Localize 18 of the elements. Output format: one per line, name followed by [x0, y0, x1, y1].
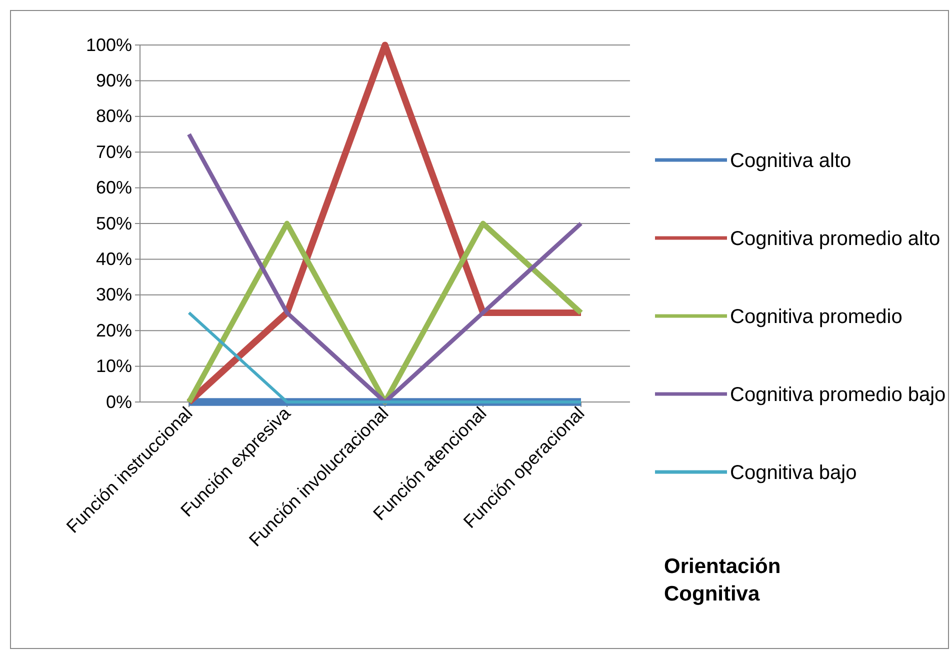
text: Orientación Cognitiva: [664, 555, 781, 606]
y-tick-label: 40%: [96, 248, 132, 269]
y-tick-label: 90%: [96, 70, 132, 90]
y-tick-label: 10%: [96, 356, 132, 376]
y-tick-label: 60%: [96, 178, 132, 198]
y-tick-label: 70%: [96, 142, 132, 162]
y-tick-label: 20%: [96, 320, 132, 340]
y-tick-label: 100%: [86, 34, 132, 55]
line-series: [186, 132, 584, 404]
y-tick-label: 50%: [96, 213, 132, 234]
legend-label: Cognitiva alto: [730, 150, 852, 172]
y-tick-label: 30%: [96, 284, 132, 305]
y-tick-label: 80%: [96, 106, 132, 126]
y-tick-label: 0%: [106, 392, 132, 412]
legend-label: Cognitiva promedio bajo: [730, 384, 946, 406]
legend-label: Cognitiva promedio alto: [730, 228, 940, 250]
legend-label: Cognitiva bajo: [730, 462, 857, 484]
legend-label: Cognitiva promedio: [730, 306, 902, 328]
